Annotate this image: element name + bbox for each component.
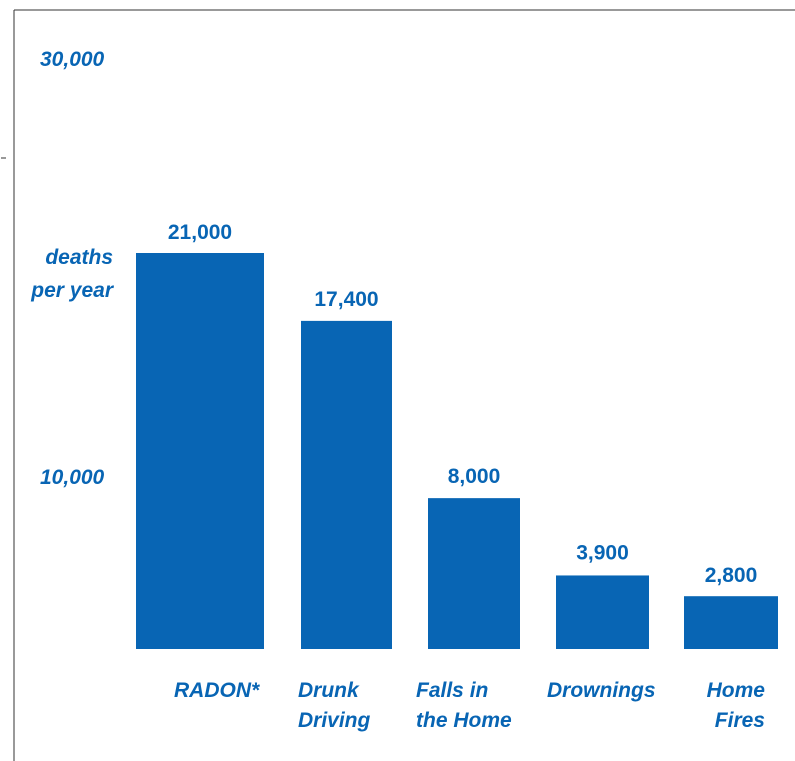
category-label: Drownings xyxy=(547,679,656,702)
category-label: Falls in xyxy=(416,679,488,702)
category-label: Driving xyxy=(298,709,371,732)
category-label: Home xyxy=(707,679,766,702)
y-axis-label: deaths per year xyxy=(30,246,115,302)
y-axis-ticks: 30,000 10,000 xyxy=(40,48,105,489)
bar-value-label: 8,000 xyxy=(448,465,501,488)
bar xyxy=(428,498,520,649)
bar-value-label: 3,900 xyxy=(576,541,629,564)
bar xyxy=(556,575,649,649)
y-axis-label-line: per year xyxy=(30,279,115,302)
y-axis-label-line: deaths xyxy=(45,246,113,269)
category-labels: RADON* Drunk Driving Falls in the Home Drowni… xyxy=(174,679,765,732)
category-label: Fires xyxy=(715,709,765,732)
bars xyxy=(136,253,778,649)
bar-value-label: 21,000 xyxy=(168,221,232,244)
bar xyxy=(301,320,392,649)
category-label: Drunk xyxy=(298,679,360,702)
y-tick-label: 10,000 xyxy=(40,466,105,489)
y-tick-label: 30,000 xyxy=(40,48,105,71)
bar xyxy=(684,596,778,649)
category-label: the Home xyxy=(416,709,512,732)
bar xyxy=(136,253,264,649)
category-label: RADON* xyxy=(174,679,260,702)
bar-value-label: 17,400 xyxy=(314,288,378,311)
value-labels: 21,000 17,400 8,000 3,900 2,800 xyxy=(168,221,757,587)
bar-value-label: 2,800 xyxy=(705,564,758,587)
